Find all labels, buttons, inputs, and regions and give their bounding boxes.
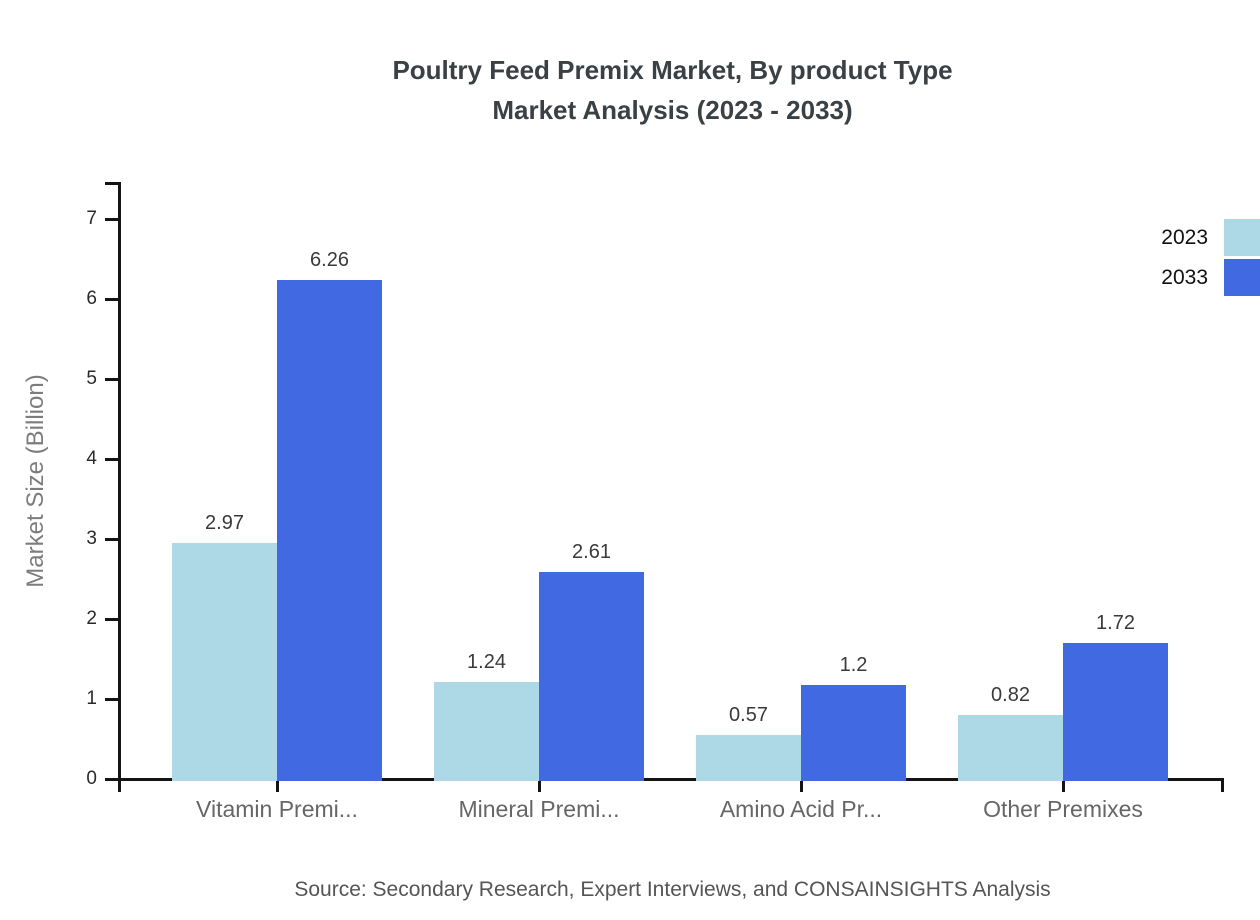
legend-item-2033: 2033 — [1161, 259, 1260, 296]
y-tick-mark — [105, 538, 118, 541]
y-tick-mark — [105, 618, 118, 621]
value-label: 6.26 — [310, 249, 349, 272]
y-tick-label: 1 — [86, 688, 97, 709]
category-label: Other Premixes — [983, 796, 1143, 822]
bar-2023-1 — [172, 543, 277, 781]
value-label: 1.24 — [467, 650, 506, 673]
y-tick-mark — [105, 458, 118, 461]
y-tick-mark — [105, 218, 118, 221]
y-tick-mark — [105, 378, 118, 381]
legend-swatch — [1224, 219, 1260, 256]
category-label: Amino Acid Pr... — [719, 796, 883, 822]
y-tick-label: 5 — [86, 368, 97, 389]
x-tick-mark — [276, 781, 279, 792]
x-axis-end-tick — [1221, 781, 1224, 792]
value-label: 1.72 — [1096, 612, 1135, 635]
y-tick-label: 2 — [86, 608, 97, 629]
category-label: Vitamin Premi... — [196, 796, 358, 822]
chart-title-line2: Market Analysis (2023 - 2033) — [492, 95, 853, 125]
value-label: 0.57 — [729, 704, 768, 727]
y-tick-mark — [105, 698, 118, 701]
y-tick-label: 7 — [86, 208, 97, 229]
y-axis-end-tick — [105, 182, 118, 185]
y-axis-line — [118, 182, 121, 792]
value-label: 2.61 — [572, 541, 611, 564]
legend-item-2023: 2023 — [1161, 219, 1260, 256]
y-tick-label: 4 — [86, 448, 97, 469]
legend-label: 2023 — [1161, 225, 1208, 249]
bar-2033-4 — [1063, 643, 1168, 781]
bar-2023-2 — [434, 681, 539, 781]
x-axis-line — [118, 778, 1224, 781]
x-tick-mark — [1062, 781, 1065, 792]
bar-2023-4 — [958, 715, 1063, 781]
x-tick-mark — [800, 781, 803, 792]
chart-title-line1: Poultry Feed Premix Market, By product T… — [392, 55, 953, 85]
value-label: 2.97 — [205, 512, 244, 535]
value-label: 1.2 — [839, 654, 868, 676]
bar-2023-3 — [696, 735, 801, 781]
y-tick-mark — [105, 298, 118, 301]
legend: 2023 2033 — [1161, 219, 1260, 296]
value-label: 0.82 — [991, 684, 1030, 707]
y-tick-label: 6 — [86, 288, 97, 309]
x-tick-mark — [538, 781, 541, 792]
legend-swatch — [1224, 259, 1260, 296]
legend-label: 2033 — [1161, 265, 1208, 289]
bar-2033-3 — [801, 685, 906, 781]
bar-2033-2 — [539, 572, 644, 781]
chart-title: Poultry Feed Premix Market, By product T… — [121, 50, 1224, 130]
bar-2033-1 — [277, 280, 382, 781]
y-tick-label: 3 — [86, 528, 97, 549]
category-label: Mineral Premi... — [458, 796, 620, 822]
y-tick-label: 0 — [86, 768, 97, 789]
source-attribution: Source: Secondary Research, Expert Inter… — [294, 878, 1051, 901]
y-tick-mark — [105, 778, 118, 781]
